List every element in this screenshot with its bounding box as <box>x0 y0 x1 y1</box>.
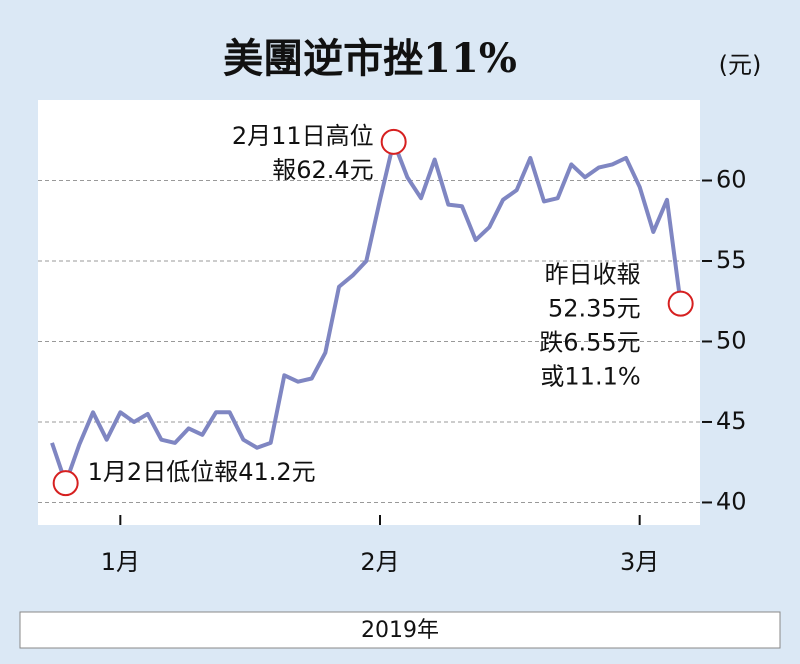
y-unit: (元) <box>719 51 762 79</box>
x-tick-label: 1月 <box>101 548 140 576</box>
annotation-marker <box>667 290 694 317</box>
x-label-box <box>19 611 781 649</box>
y-tick-label: 40 <box>716 487 747 515</box>
y-tick-label: 45 <box>716 407 747 435</box>
annotation-marker <box>52 470 79 497</box>
annotation-text: 或11.1% <box>540 363 640 391</box>
y-tick-label: 60 <box>716 165 747 193</box>
annotation-text: 52.35元 <box>548 295 641 323</box>
annotation-marker <box>380 128 407 155</box>
annotation-text: 跌6.55元 <box>539 329 640 357</box>
line-series <box>50 139 683 486</box>
y-tick-label: 50 <box>716 326 747 354</box>
x-tick-label: 2月 <box>360 548 399 576</box>
x-axis-label: 2019年 <box>361 618 439 643</box>
annotation-text: 昨日收報 <box>545 261 641 289</box>
chart-title: 美團逆市挫11% <box>223 35 517 82</box>
y-tick-label: 55 <box>716 246 747 274</box>
plot-area <box>38 100 700 525</box>
annotation-text: 2月11日高位 <box>232 122 374 150</box>
annotation-text: 報62.4元 <box>272 156 373 184</box>
annotation-text: 1月2日低位報41.2元 <box>88 458 316 486</box>
x-tick-label: 3月 <box>620 548 659 576</box>
